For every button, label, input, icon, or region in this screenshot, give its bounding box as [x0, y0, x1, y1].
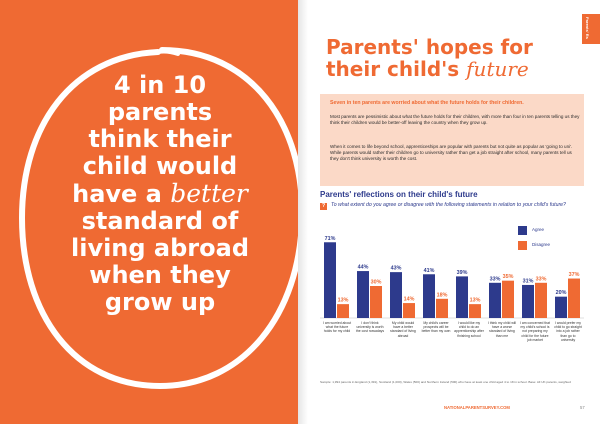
legend-label-disagree: Disagree	[532, 242, 551, 247]
callout-paragraph: When it comes to life beyond school, app…	[330, 144, 573, 162]
category-label: I would prefer my child to go straight i…	[554, 321, 582, 342]
page-headline: Parents' hopes for their child's future	[326, 36, 566, 80]
bar-disagree-2	[370, 286, 382, 318]
legend-label-agree: Agree	[532, 227, 545, 232]
category-label: I don't think university is worth the co…	[355, 321, 385, 334]
bar-disagree-8	[568, 278, 580, 318]
headline-line: Parents' hopes for	[326, 35, 533, 59]
quote-line: living abroad	[70, 234, 250, 262]
summary-callout: Seven in ten parents are worried about w…	[320, 94, 584, 186]
sample-footnote: Sample: 1,994 parents in England (1,391)…	[320, 380, 571, 384]
bar-disagree-6	[502, 280, 514, 318]
quote-line: grow up	[104, 288, 216, 316]
bar-agree-4	[423, 274, 435, 318]
survey-question: To what extent do you agree or disagree …	[331, 202, 566, 208]
bar-disagree-1	[337, 304, 349, 318]
section-tab-label: Parents' Rs	[585, 17, 590, 39]
bar-disagree-5	[469, 304, 481, 318]
data-label-agree-6: 33%	[490, 276, 501, 282]
headline-script-word: future	[466, 57, 529, 81]
callout-paragraph: Most parents are pessimistic about what …	[330, 114, 580, 126]
bar-agree-5	[456, 276, 468, 318]
data-label-disagree-7: 33%	[536, 276, 547, 282]
question-icon: ?	[320, 203, 327, 210]
data-label-agree-4: 41%	[424, 268, 435, 274]
bar-agree-8	[555, 296, 567, 318]
bar-agree-1	[324, 242, 336, 318]
bar-chart-svg: 71%13%44%30%43%14%41%18%39%13%33% 35%31% 3…	[320, 236, 584, 319]
bar-agree-3	[390, 272, 402, 318]
bar-agree-2	[357, 271, 369, 318]
quote-line: 4 in 10	[113, 71, 207, 99]
bar-disagree-7	[535, 282, 547, 318]
headline-text: their child's	[326, 57, 467, 81]
legend-swatch-disagree	[518, 241, 527, 250]
pull-quote: 4 in 10 parents think their child would …	[40, 72, 280, 316]
category-label: I am worried about what the future holds…	[322, 321, 352, 334]
bar-chart: 71% 13% 44% 30% 43% 14% 41% 18% 39% 13% 33% 35% 31% 3…	[320, 218, 584, 376]
quote-line: standard of	[81, 207, 239, 235]
data-label-disagree-8: 37%	[569, 272, 580, 278]
quote-line: think their	[88, 125, 232, 153]
data-label-disagree-6: 35%	[503, 274, 514, 280]
data-label-disagree-4: 18%	[437, 292, 448, 298]
bar-disagree-3	[403, 303, 415, 318]
data-label-agree-7: 31%	[523, 278, 534, 284]
category-label: I think my child will have a worse stand…	[487, 321, 517, 338]
quote-text: have a	[72, 180, 171, 208]
footer-url: NATIONALPARENTSURVEY.COM	[444, 405, 510, 410]
quote-line: parents	[107, 98, 213, 126]
quote-script-word: better	[170, 179, 248, 208]
legend-swatch-agree	[518, 226, 527, 235]
quote-line: child would	[82, 152, 238, 180]
data-label-disagree-1: 13%	[338, 298, 349, 304]
section-tab: Parents' Rs	[582, 14, 600, 44]
bar-agree-6	[489, 282, 501, 318]
bar-disagree-4	[436, 298, 448, 318]
data-label-agree-1: 71%	[325, 236, 336, 242]
data-label-agree-8: 20%	[556, 290, 567, 296]
quote-line: have a better	[40, 180, 280, 208]
legend-item-disagree: Disagree	[518, 241, 558, 250]
data-label-agree-2: 44%	[358, 265, 369, 271]
data-label-agree-5: 39%	[457, 270, 468, 276]
left-page: 4 in 10 parents think their child would …	[0, 0, 298, 424]
category-label: I am concerned that my child's school is…	[520, 321, 550, 342]
callout-lead: Seven in ten parents are worried about w…	[330, 100, 524, 106]
hand-drawn-circle	[18, 47, 298, 390]
data-label-agree-3: 43%	[391, 266, 402, 272]
page-number: 57	[580, 405, 585, 410]
right-page: Parents' Rs Parents' hopes for their chi…	[298, 0, 600, 424]
category-label: I would like my child to do an apprentic…	[454, 321, 484, 338]
data-label-disagree-3: 14%	[404, 297, 415, 303]
headline-line: their child's future	[326, 58, 566, 80]
page-fold-shadow	[298, 0, 308, 424]
chart-title: Parents' reflections on their child's fu…	[320, 190, 478, 199]
data-label-disagree-5: 13%	[470, 298, 481, 304]
quote-line: when they	[89, 261, 231, 289]
bar-agree-7	[522, 284, 534, 318]
category-label: My child would have a better standard of…	[390, 321, 416, 338]
data-label-disagree-2: 30%	[371, 280, 382, 286]
legend-item-agree: Agree	[518, 226, 558, 235]
category-label: My child's career prospects will be bett…	[421, 321, 451, 334]
